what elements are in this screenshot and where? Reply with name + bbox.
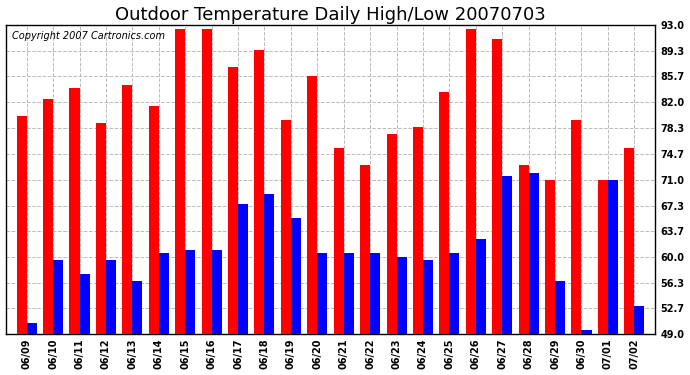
Text: Copyright 2007 Cartronics.com: Copyright 2007 Cartronics.com (12, 31, 165, 41)
Bar (334, 148, 344, 334)
Bar (255, 50, 264, 334)
Bar (264, 194, 275, 334)
Bar (423, 260, 433, 334)
Bar (70, 88, 79, 334)
Bar (519, 165, 529, 334)
Bar (449, 253, 460, 334)
Bar (397, 257, 406, 334)
Bar (370, 253, 380, 334)
Bar (281, 120, 291, 334)
Bar (582, 330, 591, 334)
Bar (291, 218, 301, 334)
Bar (96, 123, 106, 334)
Bar (201, 28, 212, 334)
Bar (555, 281, 565, 334)
Bar (492, 39, 502, 334)
Bar (476, 239, 486, 334)
Bar (17, 116, 27, 334)
Bar (132, 281, 142, 334)
Bar (466, 28, 476, 334)
Bar (608, 180, 618, 334)
Bar (238, 204, 248, 334)
Bar (545, 180, 555, 334)
Bar (529, 172, 539, 334)
Bar (79, 274, 90, 334)
Bar (212, 250, 221, 334)
Bar (413, 127, 423, 334)
Bar (149, 106, 159, 334)
Title: Outdoor Temperature Daily High/Low 20070703: Outdoor Temperature Daily High/Low 20070… (115, 6, 546, 24)
Bar (571, 120, 582, 334)
Bar (307, 76, 317, 334)
Bar (502, 176, 512, 334)
Bar (598, 180, 608, 334)
Bar (360, 165, 370, 334)
Bar (27, 323, 37, 334)
Bar (106, 260, 116, 334)
Bar (43, 99, 53, 334)
Bar (175, 28, 185, 334)
Bar (317, 253, 327, 334)
Bar (159, 253, 169, 334)
Bar (185, 250, 195, 334)
Bar (440, 92, 449, 334)
Bar (344, 253, 354, 334)
Bar (53, 260, 63, 334)
Bar (624, 148, 634, 334)
Bar (634, 306, 644, 334)
Bar (228, 67, 238, 334)
Bar (386, 134, 397, 334)
Bar (122, 85, 132, 334)
